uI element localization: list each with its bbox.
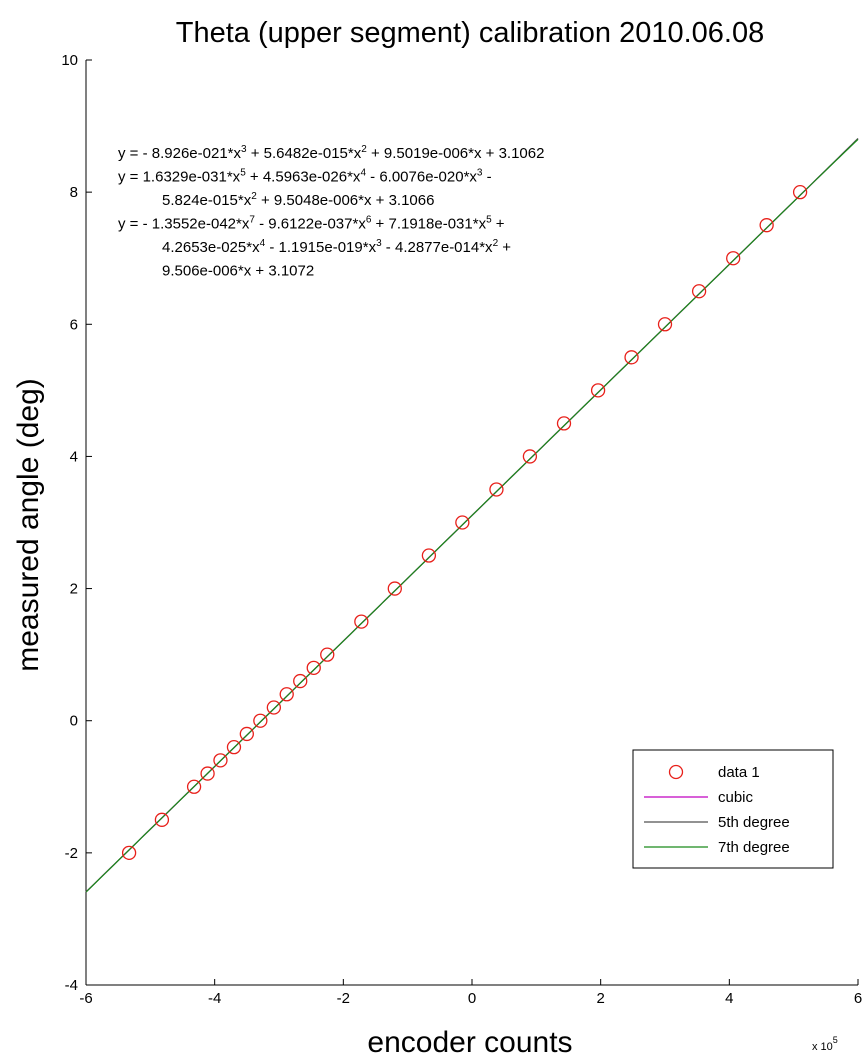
legend-label: data 1 xyxy=(718,764,760,781)
data-point xyxy=(556,416,572,431)
data-point xyxy=(186,779,202,794)
data-point xyxy=(121,845,137,861)
chart-title: Theta (upper segment) calibration 2010.0… xyxy=(176,17,764,49)
y-tick-label: 2 xyxy=(70,581,78,598)
data-point xyxy=(590,383,606,398)
data-point xyxy=(266,700,282,715)
data-markers xyxy=(121,184,808,861)
x-tick-label: -6 xyxy=(79,990,92,1007)
fit-equation-line: y = - 8.926e-021*x3 + 5.6482e-015*x2 + 9… xyxy=(118,144,544,162)
x-tick-label: -2 xyxy=(337,990,350,1007)
data-point xyxy=(320,647,335,662)
data-point xyxy=(792,184,808,200)
legend-label: 5th degree xyxy=(718,814,790,831)
y-tick-label: -4 xyxy=(65,977,78,994)
x-tick-label: 0 xyxy=(468,990,476,1007)
data-point xyxy=(154,812,170,827)
fit-lines xyxy=(85,137,859,893)
data-point xyxy=(306,660,321,676)
data-point xyxy=(489,482,504,497)
data-point xyxy=(624,350,639,365)
data-point xyxy=(354,614,369,629)
y-tick-label: 0 xyxy=(70,713,78,730)
data-point xyxy=(213,753,228,768)
data-point xyxy=(657,317,673,332)
fit-equation-line: y = - 1.3552e-042*x7 - 9.6122e-037*x6 + … xyxy=(118,215,505,233)
data-point xyxy=(421,548,437,563)
data-point xyxy=(253,713,268,728)
legend: data 1 cubic 5th degree 7th degree xyxy=(632,749,834,869)
x-axis-multiplier-exponent: 5 xyxy=(833,1035,838,1045)
data-point xyxy=(691,284,707,299)
y-axis-label: measured angle (deg) xyxy=(12,378,45,672)
fit-equation-line: y = 1.6329e-031*x5 + 4.5963e-026*x4 - 6.… xyxy=(118,168,492,186)
fit-equation-line: 9.506e-006*x + 3.1072 xyxy=(162,263,314,280)
y-tick-label: -2 xyxy=(65,845,78,862)
x-tick-label: 2 xyxy=(596,990,604,1007)
data-point xyxy=(455,515,470,530)
legend-label: cubic xyxy=(718,789,754,806)
fit-equations: y = - 8.926e-021*x3 + 5.6482e-015*x2 + 9… xyxy=(118,144,544,280)
legend-box xyxy=(632,749,834,869)
x-axis-multiplier: x 105 xyxy=(812,1035,838,1053)
data-point xyxy=(759,218,774,233)
y-tick-label: 4 xyxy=(70,448,78,465)
fit-equation-line: 4.2653e-025*x4 - 1.1915e-019*x3 - 4.2877… xyxy=(162,238,511,256)
x-axis-multiplier-base: x 10 xyxy=(812,1041,833,1053)
y-tick-label: 10 xyxy=(61,52,78,69)
x-tick-label: 4 xyxy=(725,990,733,1007)
data-point xyxy=(726,251,741,266)
data-point xyxy=(239,726,254,742)
legend-label: 7th degree xyxy=(718,839,790,856)
x-tick-label: -4 xyxy=(208,990,221,1007)
fit-line-7th-degree xyxy=(85,138,859,893)
data-point xyxy=(387,581,402,596)
x-axis-label: encoder counts xyxy=(367,1026,572,1059)
y-tick-label: 8 xyxy=(70,184,78,201)
data-point xyxy=(279,687,294,702)
x-tick-label: 6 xyxy=(854,990,862,1007)
data-point xyxy=(226,739,242,755)
legend-marker xyxy=(668,764,684,780)
y-tick-label: 6 xyxy=(70,316,78,333)
data-point xyxy=(200,766,215,781)
data-point xyxy=(522,449,538,464)
data-point xyxy=(293,673,308,689)
fit-equation-line: 5.824e-015*x2 + 9.5048e-006*x + 3.1066 xyxy=(162,191,434,209)
